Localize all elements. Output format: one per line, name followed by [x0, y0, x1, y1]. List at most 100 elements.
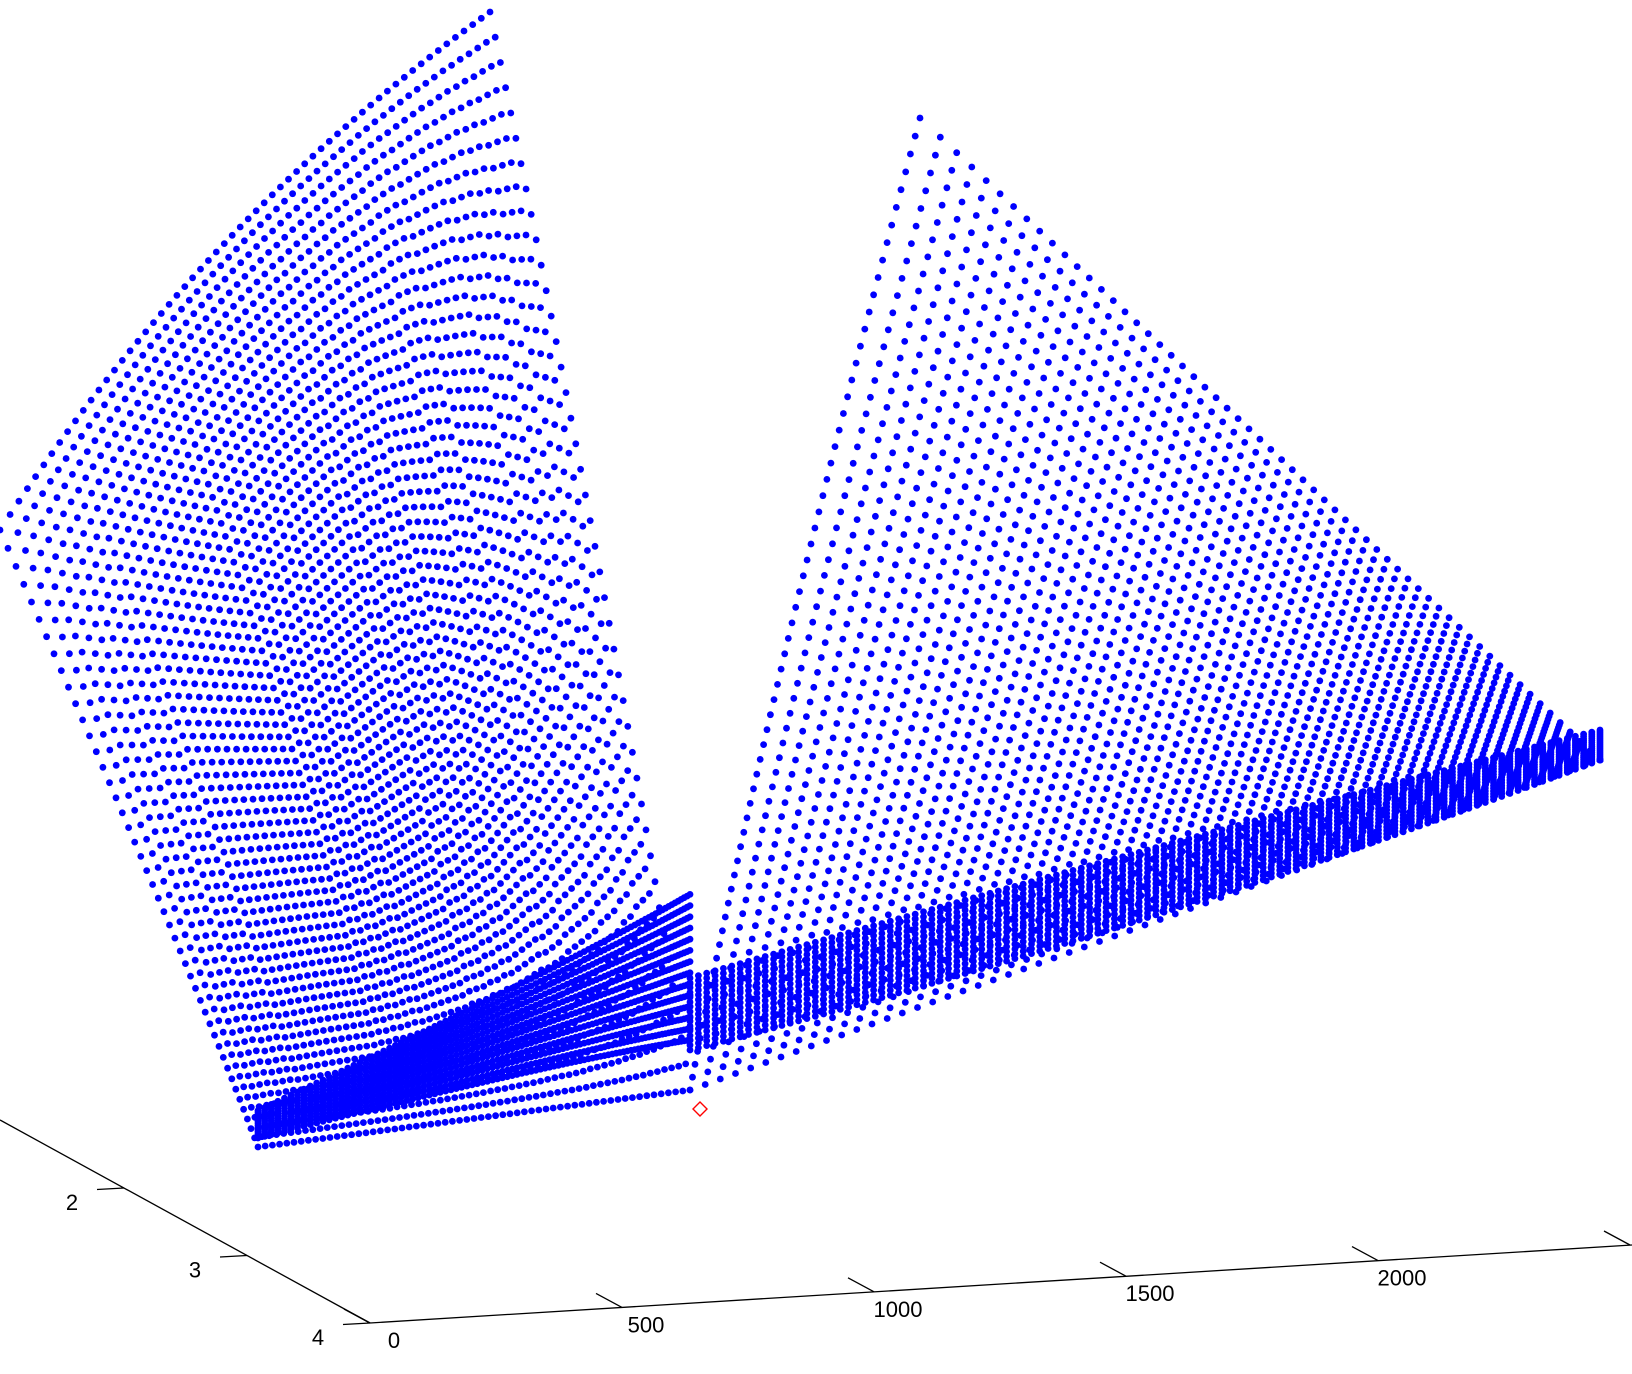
- data-point: [869, 809, 877, 817]
- data-point: [277, 585, 285, 592]
- data-point: [548, 944, 556, 951]
- data-point: [180, 706, 187, 713]
- data-point: [1050, 494, 1057, 501]
- data-point: [320, 823, 327, 831]
- data-point: [672, 1088, 679, 1096]
- data-point: [479, 68, 486, 75]
- data-point: [191, 502, 199, 510]
- data-point: [331, 769, 338, 777]
- data-point: [339, 893, 347, 901]
- data-point: [527, 255, 535, 263]
- data-point: [237, 551, 245, 558]
- data-point: [379, 190, 387, 198]
- data-point: [897, 186, 905, 194]
- data-point: [532, 326, 540, 334]
- data-point: [187, 972, 194, 980]
- data-point: [481, 808, 489, 816]
- data-point: [480, 457, 487, 465]
- data-point: [589, 833, 597, 841]
- data-point: [533, 865, 540, 872]
- data-point: [31, 502, 38, 510]
- data-point: [508, 631, 516, 639]
- data-point: [515, 931, 523, 939]
- data-point: [301, 572, 309, 580]
- data-point: [316, 559, 324, 566]
- data-point: [881, 540, 889, 548]
- data-point: [682, 1060, 690, 1068]
- data-point: [52, 523, 60, 531]
- data-point: [290, 659, 297, 667]
- data-point: [125, 824, 132, 831]
- data-point: [341, 989, 349, 997]
- data-point: [150, 505, 158, 513]
- data-point: [938, 672, 945, 679]
- data-point: [923, 616, 931, 624]
- data-point: [978, 583, 986, 591]
- data-point: [823, 818, 830, 826]
- data-point: [0, 526, 4, 534]
- data-point: [232, 409, 240, 416]
- data-point: [220, 619, 228, 626]
- data-point: [389, 665, 397, 672]
- data-point: [1102, 653, 1110, 661]
- data-point: [1097, 530, 1105, 538]
- data-point: [465, 473, 473, 481]
- data-point: [999, 805, 1007, 812]
- data-point: [437, 466, 445, 474]
- data-point: [1045, 607, 1052, 614]
- data-point: [181, 931, 189, 939]
- data-point: [605, 705, 613, 713]
- data-point: [425, 809, 432, 816]
- data-point: [926, 712, 934, 720]
- data-point: [338, 858, 346, 865]
- data-point: [934, 735, 942, 742]
- data-point: [980, 679, 987, 687]
- data-point: [410, 609, 418, 616]
- data-point: [240, 796, 248, 803]
- data-point: [970, 612, 977, 619]
- data-point: [969, 765, 976, 773]
- data-point: [264, 696, 272, 704]
- data-point: [343, 966, 351, 974]
- data-point: [1058, 794, 1066, 802]
- data-point: [150, 319, 157, 326]
- data-point: [484, 670, 491, 678]
- data-point: [414, 518, 422, 526]
- data-point: [294, 854, 302, 861]
- data-point: [378, 517, 386, 525]
- data-point: [85, 664, 93, 672]
- data-point: [599, 758, 606, 766]
- data-point: [188, 921, 196, 929]
- data-point: [361, 724, 369, 731]
- data-point: [815, 906, 822, 914]
- data-point: [144, 609, 152, 617]
- data-point: [295, 616, 303, 623]
- data-point: [224, 1017, 232, 1025]
- data-point: [202, 905, 210, 913]
- data-point: [552, 722, 559, 730]
- data-point: [245, 448, 252, 456]
- data-point: [396, 659, 404, 667]
- data-point: [270, 745, 278, 753]
- data-point: [233, 538, 241, 545]
- data-point: [1093, 544, 1101, 551]
- data-point: [850, 827, 858, 835]
- data-point: [330, 858, 337, 866]
- data-point: [187, 551, 195, 559]
- data-point: [331, 834, 339, 842]
- y-axis-ticks: 234: [66, 1187, 371, 1350]
- data-point: [768, 917, 775, 925]
- data-point: [296, 890, 304, 897]
- data-point: [348, 954, 355, 961]
- data-point: [312, 1028, 320, 1036]
- data-point: [859, 679, 867, 687]
- data-point: [929, 998, 937, 1006]
- data-point: [442, 918, 450, 925]
- data-point: [1174, 377, 1182, 385]
- data-point: [306, 805, 314, 812]
- data-point: [494, 976, 501, 984]
- data-point: [494, 442, 502, 450]
- data-point: [237, 897, 245, 905]
- data-point: [830, 791, 837, 799]
- data-point: [345, 759, 353, 766]
